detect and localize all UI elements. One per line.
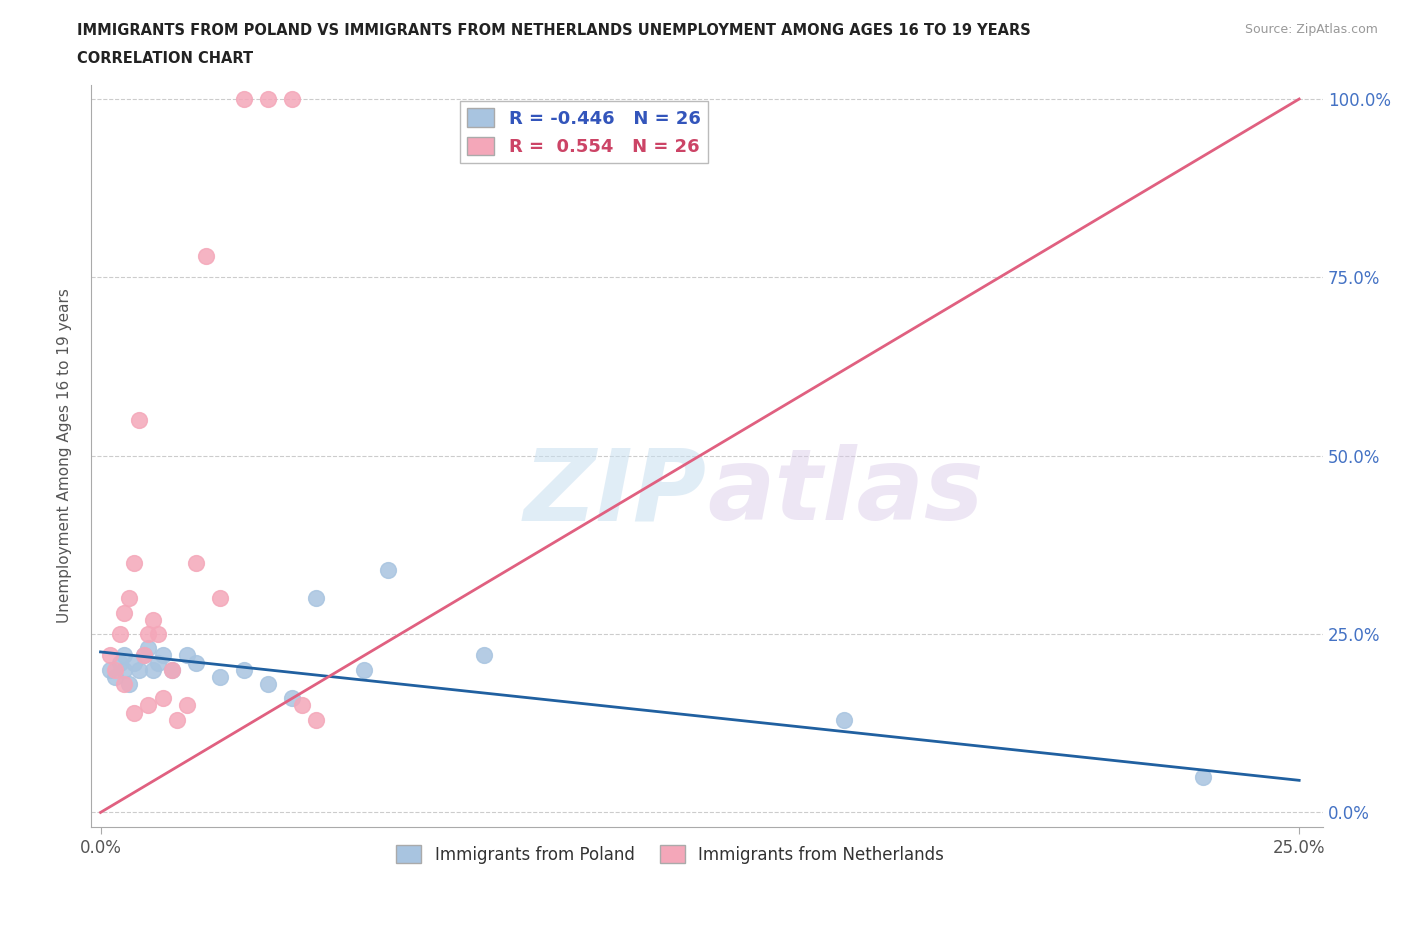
Point	[114, 648, 136, 663]
Point	[128, 413, 150, 428]
Point	[138, 641, 160, 656]
Text: ZIP: ZIP	[524, 445, 707, 541]
Point	[281, 691, 304, 706]
Point	[152, 648, 174, 663]
Point	[146, 627, 169, 642]
Point	[162, 662, 184, 677]
Point	[122, 555, 145, 570]
Point	[832, 712, 855, 727]
Point	[166, 712, 188, 727]
Point	[291, 698, 314, 713]
Point	[114, 677, 136, 692]
Point	[257, 91, 280, 106]
Point	[138, 627, 160, 642]
Point	[132, 648, 155, 663]
Legend: Immigrants from Poland, Immigrants from Netherlands: Immigrants from Poland, Immigrants from …	[389, 839, 950, 870]
Point	[233, 91, 256, 106]
Point	[132, 648, 155, 663]
Point	[305, 591, 328, 605]
Point	[142, 612, 165, 627]
Text: IMMIGRANTS FROM POLAND VS IMMIGRANTS FROM NETHERLANDS UNEMPLOYMENT AMONG AGES 16: IMMIGRANTS FROM POLAND VS IMMIGRANTS FRO…	[77, 23, 1031, 38]
Point	[104, 662, 127, 677]
Point	[195, 248, 218, 263]
Point	[353, 662, 375, 677]
Point	[98, 648, 121, 663]
Point	[98, 662, 121, 677]
Point	[146, 655, 169, 670]
Point	[176, 698, 198, 713]
Text: Source: ZipAtlas.com: Source: ZipAtlas.com	[1244, 23, 1378, 36]
Point	[118, 677, 141, 692]
Point	[186, 555, 208, 570]
Point	[138, 698, 160, 713]
Point	[281, 91, 304, 106]
Point	[162, 662, 184, 677]
Y-axis label: Unemployment Among Ages 16 to 19 years: Unemployment Among Ages 16 to 19 years	[58, 288, 72, 623]
Point	[122, 705, 145, 720]
Text: CORRELATION CHART: CORRELATION CHART	[77, 51, 253, 66]
Point	[176, 648, 198, 663]
Point	[108, 655, 131, 670]
Point	[152, 691, 174, 706]
Point	[257, 677, 280, 692]
Point	[1192, 769, 1215, 784]
Point	[377, 563, 399, 578]
Point	[209, 591, 232, 605]
Point	[122, 655, 145, 670]
Point	[472, 648, 495, 663]
Text: atlas: atlas	[707, 445, 984, 541]
Point	[104, 670, 127, 684]
Point	[118, 591, 141, 605]
Point	[114, 605, 136, 620]
Point	[128, 662, 150, 677]
Point	[305, 712, 328, 727]
Point	[108, 627, 131, 642]
Point	[114, 662, 136, 677]
Point	[233, 662, 256, 677]
Point	[209, 670, 232, 684]
Point	[186, 655, 208, 670]
Point	[142, 662, 165, 677]
